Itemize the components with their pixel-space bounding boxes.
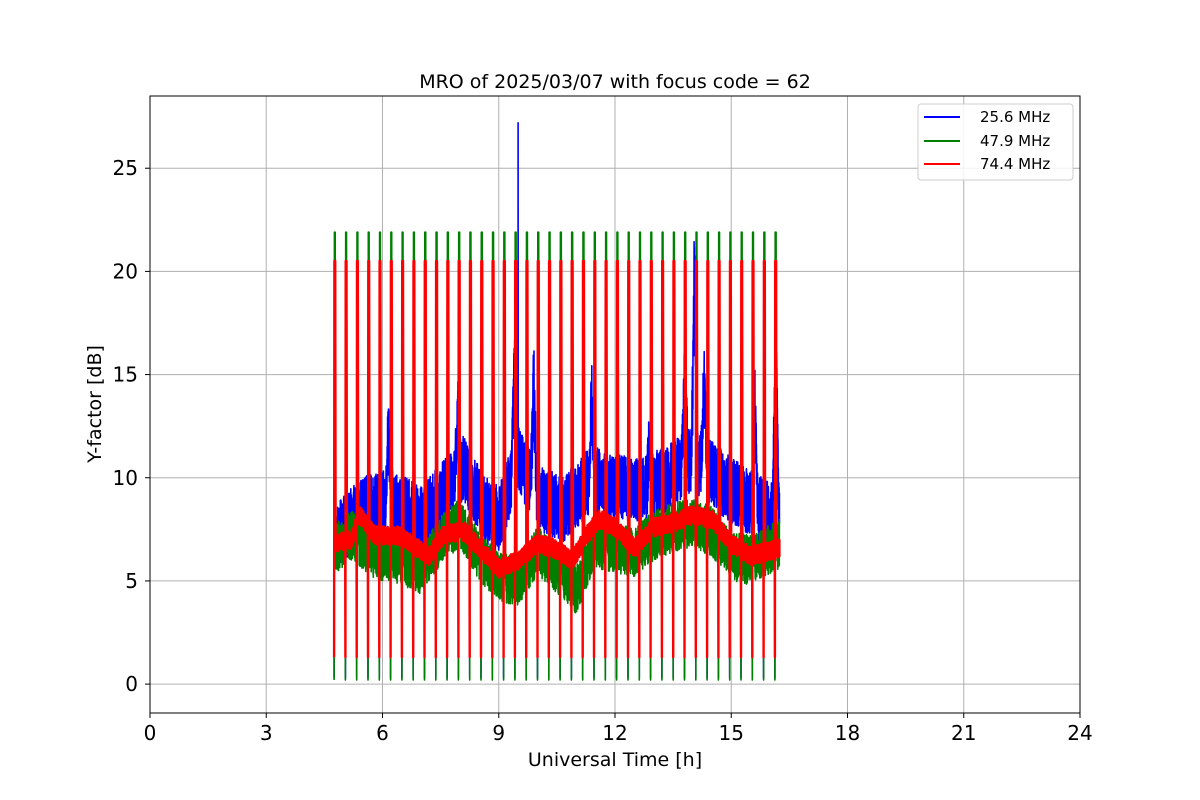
- series-line-74-4-mhz: [332, 259, 781, 659]
- y-tick-label: 10: [113, 466, 138, 490]
- x-tick-label: 18: [835, 721, 860, 745]
- x-tick-label: 24: [1067, 721, 1092, 745]
- series-lines: [332, 122, 781, 681]
- y-axis-ticks: 0 5 10 15 20 25: [113, 156, 150, 696]
- x-tick-label: 15: [719, 721, 744, 745]
- x-tick-label: 3: [260, 721, 273, 745]
- y-tick-label: 15: [113, 363, 138, 387]
- x-tick-label: 6: [376, 721, 389, 745]
- x-tick-label: 0: [144, 721, 157, 745]
- x-tick-label: 9: [492, 721, 505, 745]
- legend: 25.6 MHz 47.9 MHz 74.4 MHz: [917, 103, 1074, 181]
- y-tick-label: 0: [125, 672, 138, 696]
- x-axis-label: Universal Time [h]: [528, 749, 702, 771]
- y-tick-label: 25: [113, 156, 138, 180]
- x-axis-ticks: 0 3 6 9 12 15 18 21 24: [144, 713, 1093, 745]
- x-tick-label: 21: [951, 721, 976, 745]
- grid-lines: [149, 96, 1081, 713]
- legend-label-47-9-mhz: 47.9 MHz: [980, 132, 1050, 150]
- legend-label-74-4-mhz: 74.4 MHz: [980, 155, 1050, 173]
- x-tick-label: 12: [602, 721, 627, 745]
- y-tick-label: 5: [125, 569, 138, 593]
- legend-box: [917, 103, 1074, 181]
- chart-title: MRO of 2025/03/07 with focus code = 62: [419, 71, 811, 93]
- series-line-47-9-mhz: [333, 231, 781, 681]
- y-axis-label: Y-factor [dB]: [84, 345, 106, 464]
- legend-label-25-6-mhz: 25.6 MHz: [980, 108, 1050, 126]
- y-tick-label: 20: [113, 259, 138, 283]
